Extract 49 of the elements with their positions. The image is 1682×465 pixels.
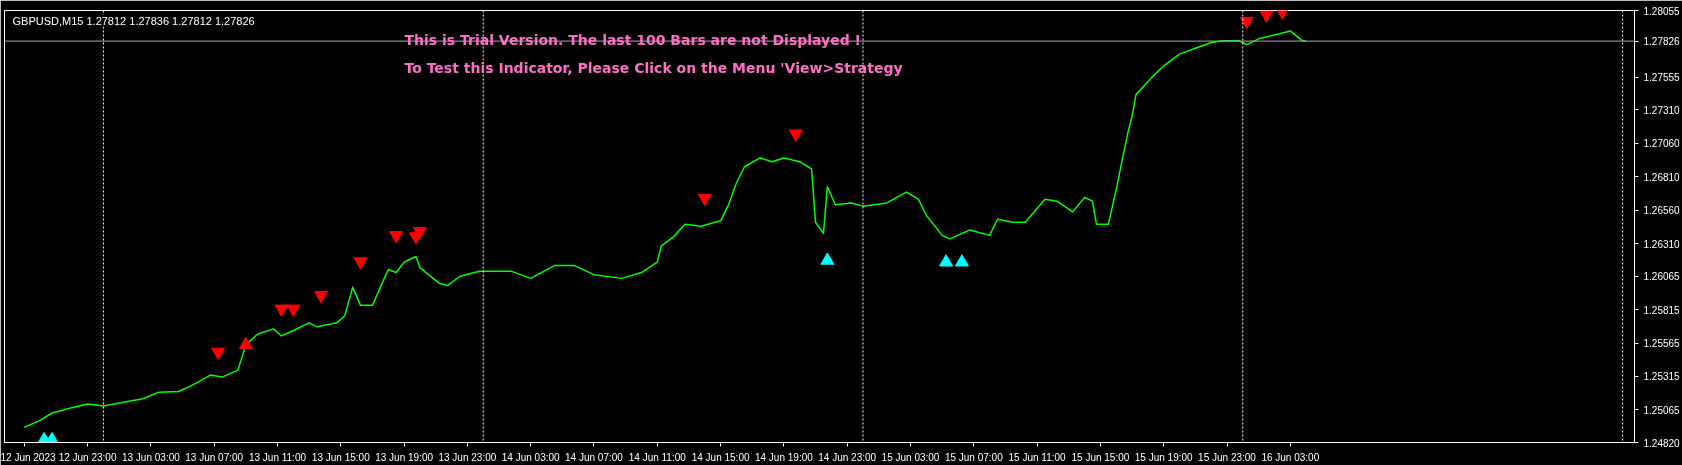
x-tick-label: 16 Jun 03:00: [1261, 451, 1320, 463]
y-tick-label: 1.25565: [1643, 338, 1681, 350]
y-tick-label: 1.26810: [1643, 171, 1681, 183]
y-tick-label: 1.25815: [1643, 304, 1681, 316]
point: [788, 129, 803, 142]
x-tick-label: 13 Jun 07:00: [185, 451, 244, 463]
annotation: This is Trial Version. The last 100 Bars are not Displayed !: [404, 31, 861, 48]
x-tick-label: 15 Jun 03:00: [881, 451, 940, 463]
y-tick-label: 1.26310: [1643, 238, 1681, 250]
point: [353, 257, 368, 270]
y-tick-label: 1.24820: [1643, 437, 1681, 449]
y-tick-label: 1.26560: [1643, 205, 1681, 217]
point: [412, 227, 427, 240]
point: [211, 347, 226, 360]
x-tick-label: 15 Jun 07:00: [944, 451, 1004, 463]
x-tick-label: 13 Jun 23:00: [438, 451, 497, 463]
point: [1259, 10, 1274, 23]
point: [697, 193, 712, 207]
point: [274, 304, 289, 317]
y-tick-label: 1.25065: [1643, 404, 1681, 416]
point: [314, 290, 328, 304]
y-tick-label: 1.27060: [1643, 138, 1681, 150]
y-tick-label: 1.25315: [1643, 371, 1681, 383]
x-tick-label: 14 Jun 03:00: [501, 451, 561, 463]
x-tick-label: 14 Jun 19:00: [754, 451, 814, 463]
y-tick-label: 1.27310: [1643, 104, 1681, 116]
annotation: To Test this Indicator, Please Click on the Menu 'View>Strategy: [404, 59, 903, 76]
y-tick-label: 1.26065: [1643, 271, 1681, 283]
x-tick-label: 13 Jun 19:00: [375, 451, 434, 463]
x-tick-label: 15 Jun 15:00: [1071, 451, 1130, 463]
y-tick-label: 1.27555: [1643, 72, 1681, 84]
chart-title: GBPUSD,M15 1.27812 1.27836 1.27812 1.27826: [12, 14, 255, 27]
x-tick-label: 14 Jun 11:00: [628, 451, 687, 463]
point: [389, 231, 404, 244]
x-tick-label: 14 Jun 07:00: [565, 451, 624, 463]
x-tick-label: 15 Jun 11:00: [1008, 451, 1067, 463]
x-tick-label: 13 Jun 11:00: [248, 451, 307, 463]
point: [286, 304, 301, 317]
x-tick-label: 14 Jun 23:00: [818, 451, 877, 463]
ref-line-label: 1.27826: [1643, 36, 1681, 48]
x-tick-label: 15 Jun 23:00: [1198, 451, 1257, 463]
point: [1239, 16, 1254, 30]
x-tick-label: 13 Jun 03:00: [121, 451, 181, 463]
x-tick-label: 12 Jun 23:00: [58, 451, 117, 463]
x-tick-label: 13 Jun 15:00: [311, 451, 371, 463]
x-tick-label: 12 Jun 2023: [0, 451, 56, 463]
x-tick-label: 15 Jun 19:00: [1134, 451, 1194, 463]
x-tick-label: 14 Jun 15:00: [691, 451, 750, 463]
y-tick-label: 1.28055: [1643, 5, 1681, 17]
